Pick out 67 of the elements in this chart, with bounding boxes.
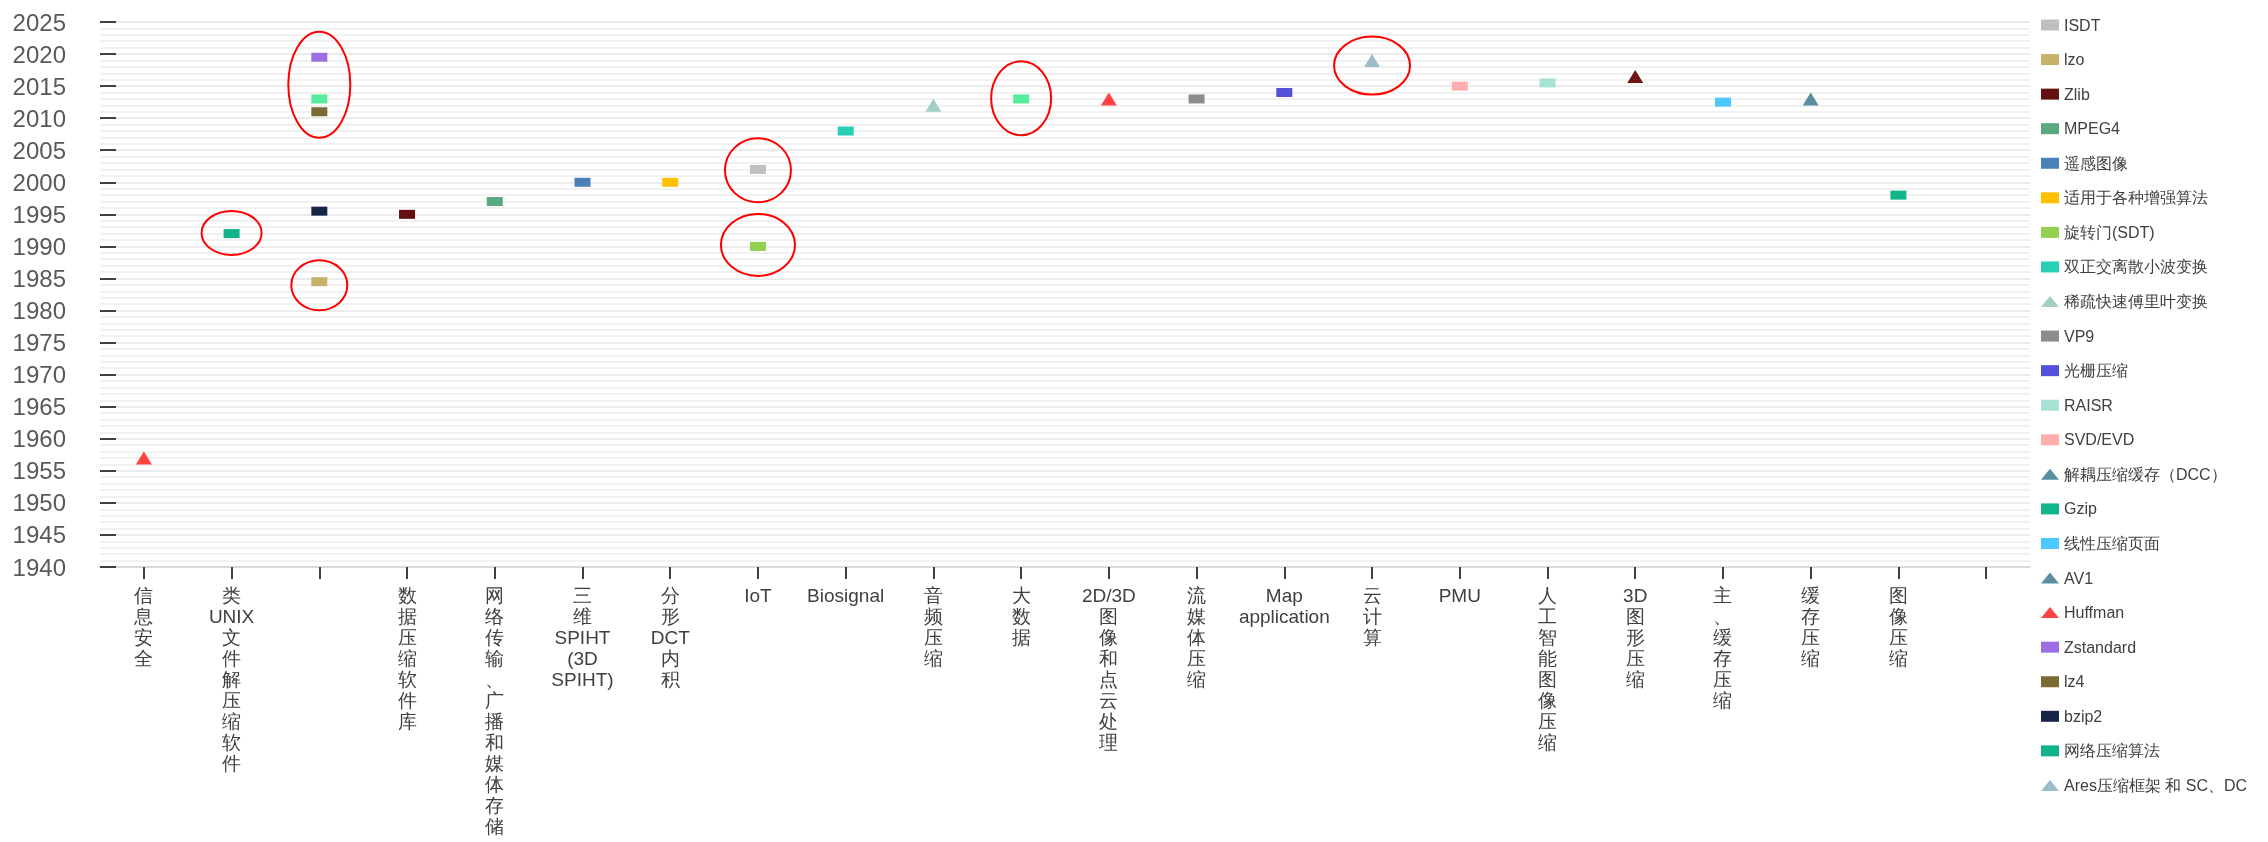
x-tick-label: 缓存压缩: [1801, 585, 1821, 669]
y-tick-label: 1980: [12, 297, 66, 325]
point: [1100, 92, 1117, 106]
y-tick-label: 2015: [12, 72, 66, 100]
x-tick-label: Biosignal: [807, 585, 885, 606]
y-tick-label: 1970: [12, 361, 66, 389]
y-tick-label: 1990: [12, 232, 66, 260]
legend-label: Huffman: [2064, 604, 2125, 622]
y-tick-label: 2010: [12, 104, 66, 132]
x-tick-label: 图像压缩: [1888, 585, 1908, 669]
y-tick-label: 1995: [12, 200, 66, 228]
legend-label: 线性压缩页面: [2064, 534, 2160, 552]
y-tick-label: 2005: [12, 136, 66, 164]
x-tick-label: 分形DCT内积: [650, 585, 690, 690]
x-tick-label: 流媒体压缩: [1187, 585, 1207, 690]
legend-label: 遥感图像: [2064, 154, 2128, 172]
category-label: 类UNIX文件解压缩软件: [208, 585, 255, 774]
x-tick-label: 云计算: [1362, 585, 1382, 648]
legend-label: lz4: [2064, 673, 2085, 691]
legend-label: lzo: [2064, 51, 2085, 69]
y-tick-label: 1955: [12, 457, 66, 485]
legend-label: RAISR: [2064, 396, 2113, 414]
y-tick-label: 1945: [12, 521, 66, 549]
y-tick-label: 1965: [12, 393, 66, 421]
legend-label: Ares压缩框架 和 SC、DC: [2064, 776, 2248, 794]
y-tick-label: 2025: [12, 8, 66, 36]
point: [1627, 70, 1644, 83]
x-tick-label: 三维SPIHT (3D SPIHT): [551, 585, 614, 690]
legend-label: ISDT: [2064, 16, 2101, 34]
x-tick-label: 大数据: [1011, 585, 1031, 648]
x-tick-label: IoT: [744, 585, 772, 606]
legend-label: 网络压缩算法: [2064, 742, 2160, 760]
legend-label: Zlib: [2064, 85, 2090, 103]
x-tick-label: 3D图形压缩: [1623, 585, 1648, 690]
legend-label: 双正交离散小波变换: [2064, 258, 2208, 276]
x-tick-label: 信息安全: [134, 585, 154, 669]
category-label: 网络传输、广播和媒体存储: [485, 585, 505, 837]
y-tick-label: 1975: [12, 329, 66, 357]
legend-label: 稀疏快速傅里叶变换: [2064, 293, 2208, 311]
point: [135, 451, 152, 465]
y-tick-label: 2020: [12, 40, 66, 68]
legend-label: SVD/EVD: [2064, 431, 2135, 449]
y-tick-label: 1960: [12, 425, 66, 453]
point: [1364, 53, 1381, 67]
legend-label: VP9: [2064, 327, 2095, 345]
y-tick-label: 2000: [12, 168, 66, 196]
x-tick-label: 数据压缩软件库: [397, 585, 417, 732]
x-tick-label: PMU: [1438, 585, 1481, 606]
legend-label: AV1: [2064, 569, 2094, 587]
legend-label: Gzip: [2064, 500, 2097, 518]
y-tick-label: 1985: [12, 264, 66, 292]
point: [1802, 92, 1819, 106]
legend-label: 适用于各种增强算法: [2064, 189, 2208, 207]
x-tick-label: 人工智能图像压缩: [1538, 585, 1557, 753]
x-tick-label: 音频压缩: [923, 585, 943, 669]
legend-label: MPEG4: [2064, 120, 2121, 138]
y-tick-label: 1940: [12, 553, 66, 581]
x-tick-label: Map application: [1238, 585, 1330, 627]
legend-label: 解耦压缩缓存（DCC）: [2064, 465, 2227, 483]
y-tick-label: 1950: [12, 489, 66, 517]
legend-label: bzip2: [2064, 707, 2103, 725]
legend-label: 光栅压缩: [2064, 362, 2128, 380]
point: [925, 98, 942, 112]
legend-label: 旋转门(SDT): [2064, 223, 2155, 241]
x-tick-label: 2D/3D 图像和点云处理: [1081, 585, 1136, 753]
legend-label: Zstandard: [2064, 638, 2137, 656]
x-tick-label: 主、缓存压缩: [1713, 585, 1733, 711]
